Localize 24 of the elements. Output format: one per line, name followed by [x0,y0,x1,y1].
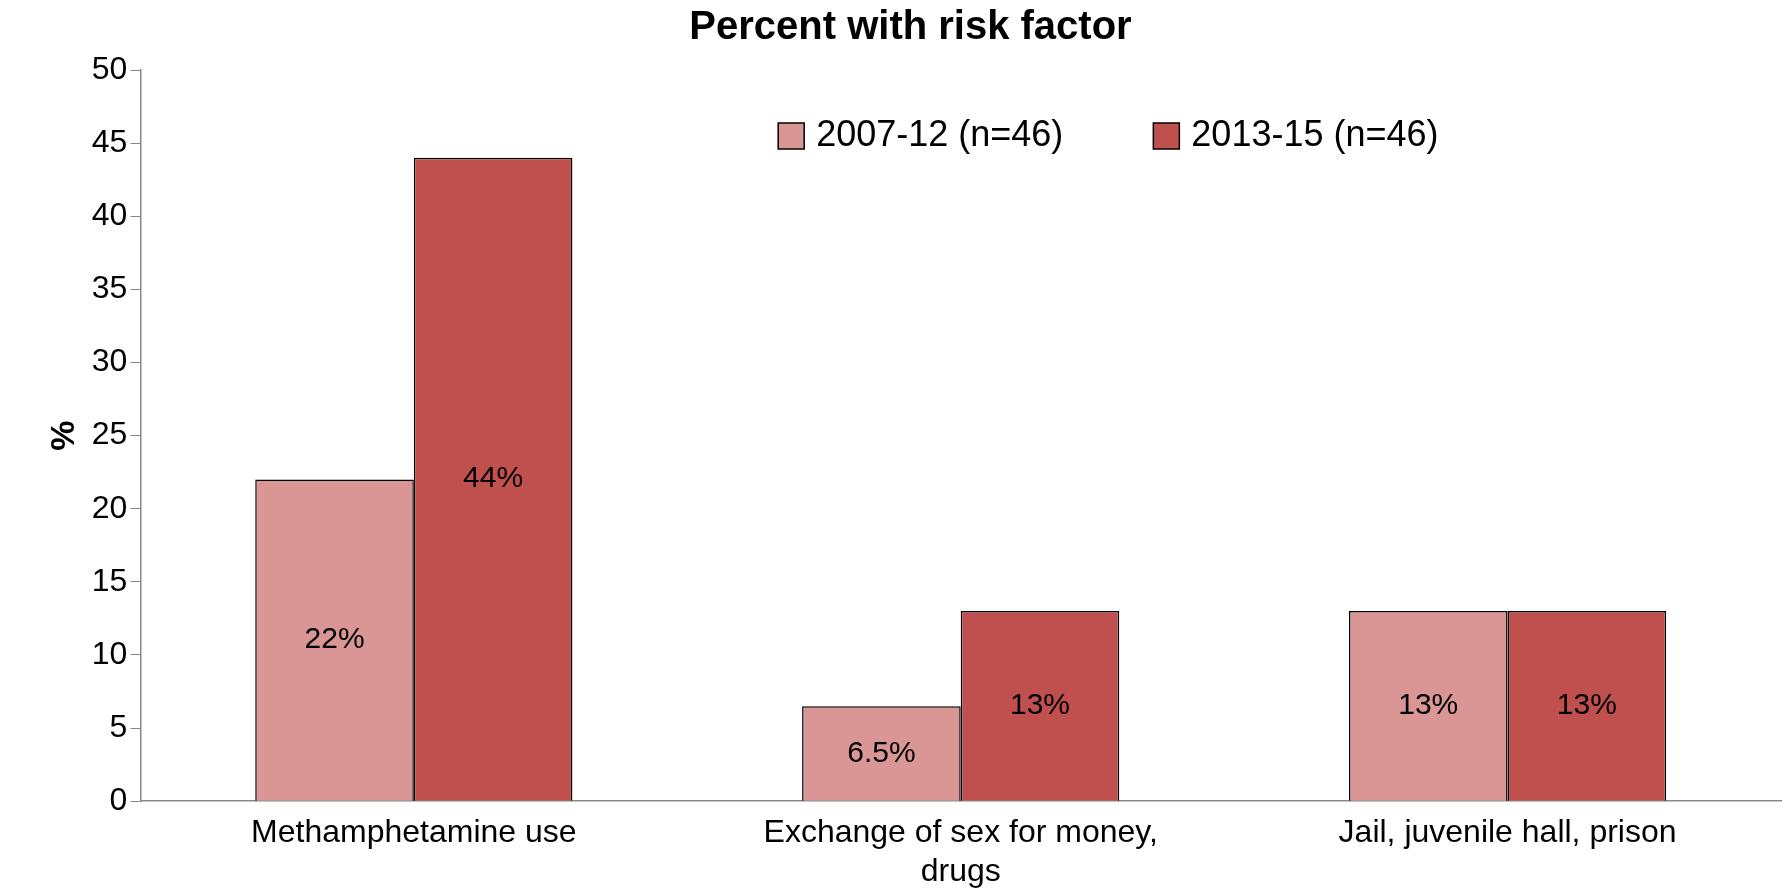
y-tick-label: 0 [109,781,128,818]
y-tick-label: 30 [91,342,128,379]
data-label: 22% [304,621,365,655]
y-tick-label: 20 [91,488,128,525]
data-label: 6.5% [847,734,916,768]
data-label: 44% [463,460,524,494]
legend-label: 2007-12 (n=46) [816,112,1064,154]
y-tick-label: 10 [91,634,128,671]
chart-title: Percent with risk factor [689,3,1132,48]
legend-label: 2013-15 (n=46) [1191,112,1439,154]
y-tick-label: 25 [91,415,128,452]
y-tick-label: 45 [91,122,128,159]
y-axis-title: % [42,420,81,451]
y-tick-label: 35 [91,269,128,306]
y-tick-label: 50 [91,49,128,86]
x-tick-label: Methamphetamine use [251,813,577,850]
x-tick-label: Exchange of sex for money, drugs [763,813,1158,888]
y-tick-label: 40 [91,196,128,233]
y-tick-label: 5 [109,707,128,744]
data-label: 13% [1009,687,1071,721]
y-tick-label: 15 [91,561,128,598]
data-label: 13% [1556,687,1617,721]
x-tick-label: Jail, juvenile hall, prison [1338,813,1677,850]
data-label: 13% [1398,687,1459,721]
